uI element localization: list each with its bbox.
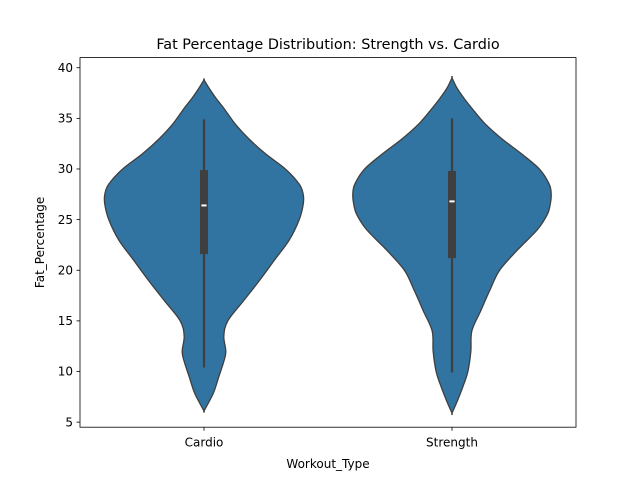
x-axis-ticks: Cardio Strength (185, 427, 478, 450)
y-tick-label: 20 (58, 263, 73, 277)
y-tick-label: 30 (58, 162, 73, 176)
plot-frame (79, 57, 577, 428)
y-axis-label: Fat_Percentage (33, 197, 47, 288)
iqr-box-strength (448, 171, 456, 259)
y-tick-label: 10 (58, 365, 73, 379)
y-tick-label: 5 (65, 415, 73, 429)
x-tick-label: Cardio (185, 436, 224, 450)
x-tick-label: Strength (426, 436, 478, 450)
y-tick-label: 35 (58, 112, 73, 126)
y-tick-label: 40 (58, 61, 73, 75)
chart-title: Fat Percentage Distribution: Strength vs… (156, 37, 500, 53)
x-axis-label: Workout_Type (286, 457, 369, 471)
y-tick-label: 15 (58, 314, 73, 328)
y-tick-label: 25 (58, 213, 73, 227)
violin-layer (103, 75, 552, 416)
iqr-box-cardio (200, 169, 208, 255)
y-axis-ticks: 5 10 15 20 25 30 35 40 (58, 61, 80, 429)
